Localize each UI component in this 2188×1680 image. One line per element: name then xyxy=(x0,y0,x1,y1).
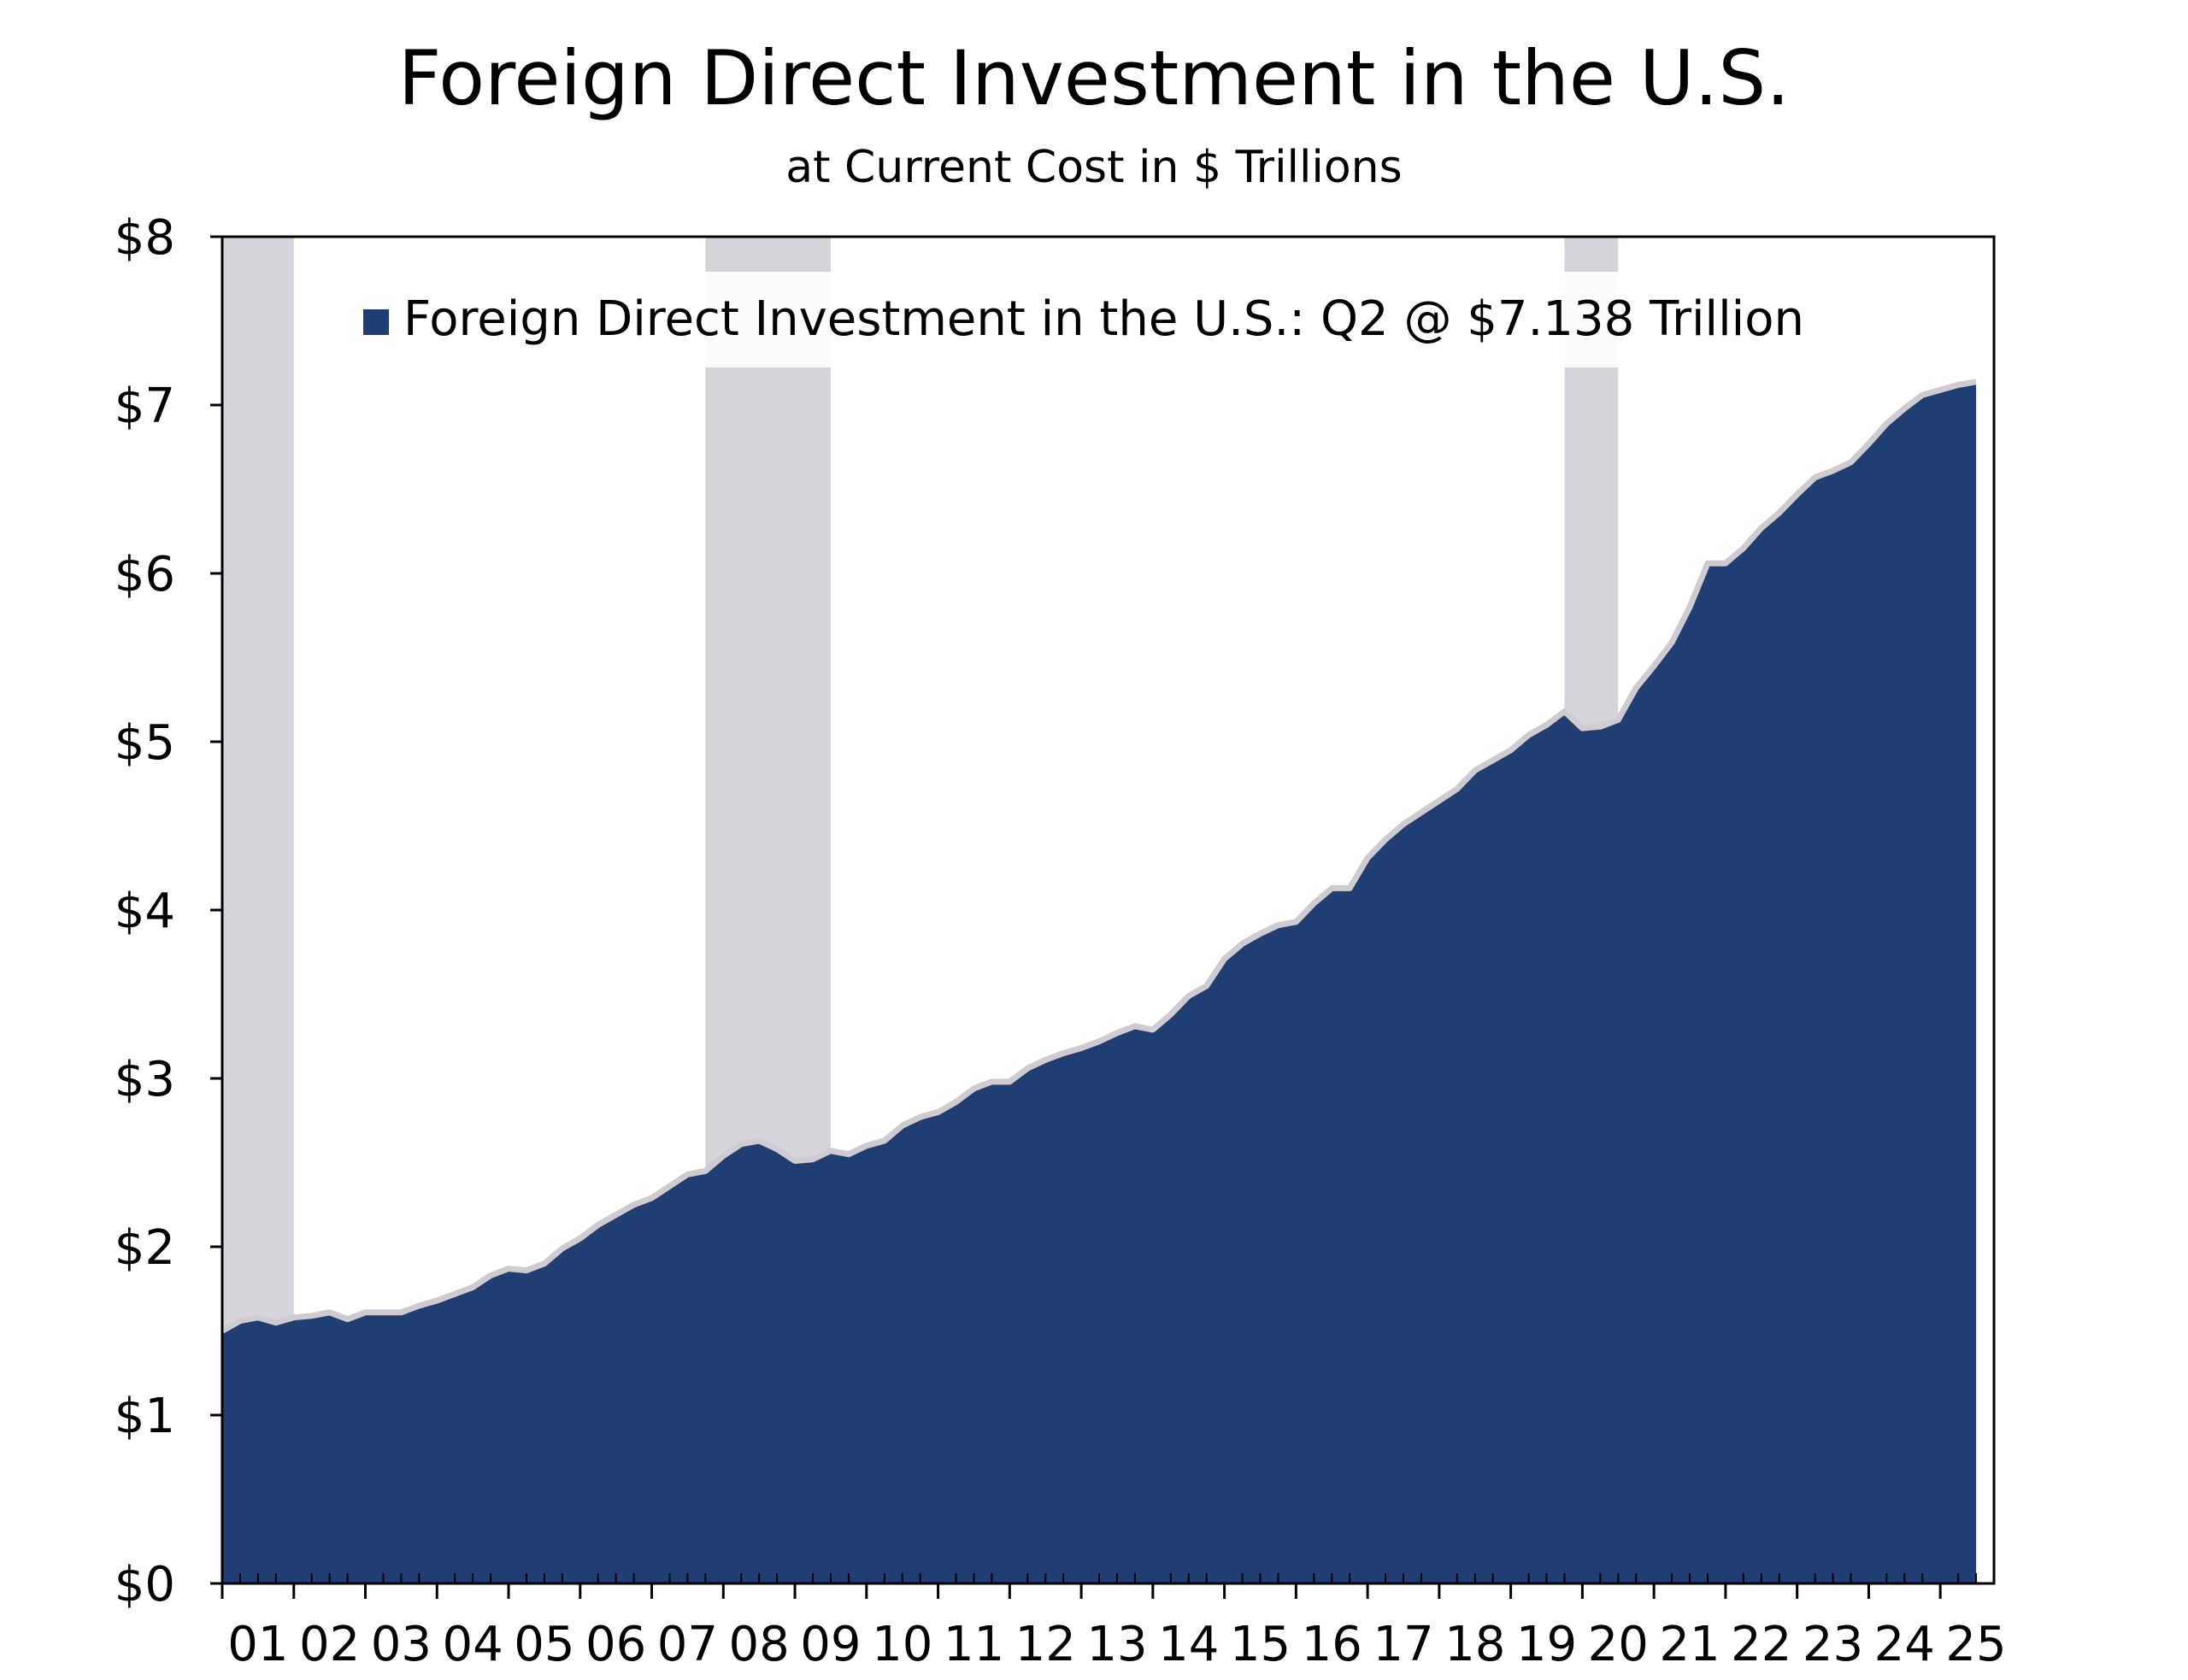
y-tick-label: $1 xyxy=(115,1389,175,1444)
x-tick-label: 23 xyxy=(1803,1617,1863,1672)
x-tick-label: 10 xyxy=(872,1617,932,1672)
legend-label: Foreign Direct Investment in the U.S.: Q… xyxy=(403,291,1804,347)
x-tick-label: 08 xyxy=(729,1617,790,1672)
series-outline xyxy=(221,379,1977,1334)
x-tick-label: 03 xyxy=(371,1617,432,1672)
y-axis-ticks: $0 $1 $2 $3 $4 $5 $6 $7 $8 xyxy=(115,210,222,1612)
x-tick-label: 05 xyxy=(514,1617,574,1672)
chart-subtitle: at Current Cost in $ Trillions xyxy=(785,142,1403,193)
legend: Foreign Direct Investment in the U.S.: Q… xyxy=(318,272,1901,367)
y-tick-label: $4 xyxy=(115,884,175,939)
x-axis-ticks: 01 02 03 04 05 06 07 08 09 10 11 12 13 14 15 16 17 18 19 20… xyxy=(221,1573,2007,1672)
x-tick-label: 07 xyxy=(657,1617,718,1672)
x-tick-label: 25 xyxy=(1945,1617,2006,1672)
y-tick-label: $0 xyxy=(115,1557,175,1612)
legend-swatch xyxy=(363,309,389,335)
x-tick-label: 14 xyxy=(1158,1617,1219,1672)
y-tick-label: $8 xyxy=(115,210,175,266)
x-tick-label: 24 xyxy=(1874,1617,1935,1672)
y-tick-label: $5 xyxy=(115,715,175,771)
x-tick-label: 01 xyxy=(227,1617,288,1672)
x-tick-label: 02 xyxy=(299,1617,360,1672)
legend-background xyxy=(318,272,1901,367)
x-tick-label: 21 xyxy=(1659,1617,1720,1672)
x-tick-label: 13 xyxy=(1086,1617,1147,1672)
x-tick-label: 17 xyxy=(1373,1617,1433,1672)
x-tick-label: 12 xyxy=(1015,1617,1076,1672)
series-area xyxy=(222,381,1977,1583)
x-tick-label: 19 xyxy=(1516,1617,1577,1672)
x-tick-label: 18 xyxy=(1444,1617,1505,1672)
x-tick-label: 06 xyxy=(585,1617,646,1672)
x-tick-label: 09 xyxy=(800,1617,861,1672)
y-tick-label: $6 xyxy=(115,547,175,602)
x-tick-label: 04 xyxy=(443,1617,503,1672)
x-tick-label: 22 xyxy=(1731,1617,1791,1672)
y-tick-label: $3 xyxy=(115,1052,175,1107)
x-tick-label: 16 xyxy=(1302,1617,1362,1672)
y-tick-label: $7 xyxy=(115,379,175,434)
x-tick-label: 15 xyxy=(1230,1617,1291,1672)
y-tick-label: $2 xyxy=(115,1220,175,1276)
x-tick-label: 11 xyxy=(944,1617,1004,1672)
chart-title: Foreign Direct Investment in the U.S. xyxy=(397,34,1791,122)
x-tick-label: 20 xyxy=(1588,1617,1649,1672)
